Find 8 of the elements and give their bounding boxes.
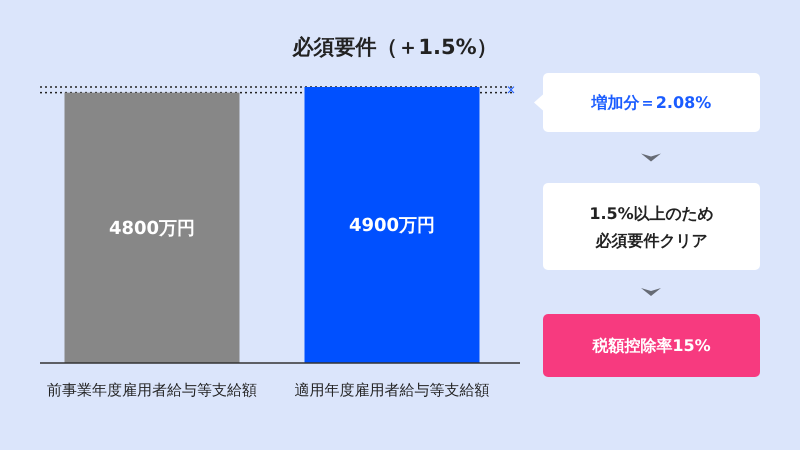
data-label: 4800万円 (108, 217, 196, 238)
text: 税額控除率15% (592, 335, 711, 357)
chart-title: 必須要件（＋1.5%） (291, 35, 498, 59)
text: 1.5%以上のため必須要件クリア (588, 202, 715, 252)
x-tick-label: 前事業年度雇用者給与等支給額 (47, 381, 257, 399)
x-tick-label: 適用年度雇用者給与等支給額 (294, 381, 490, 399)
data-label: 4900万円 (348, 214, 436, 236)
text: 増加分＝2.08% (592, 92, 712, 114)
